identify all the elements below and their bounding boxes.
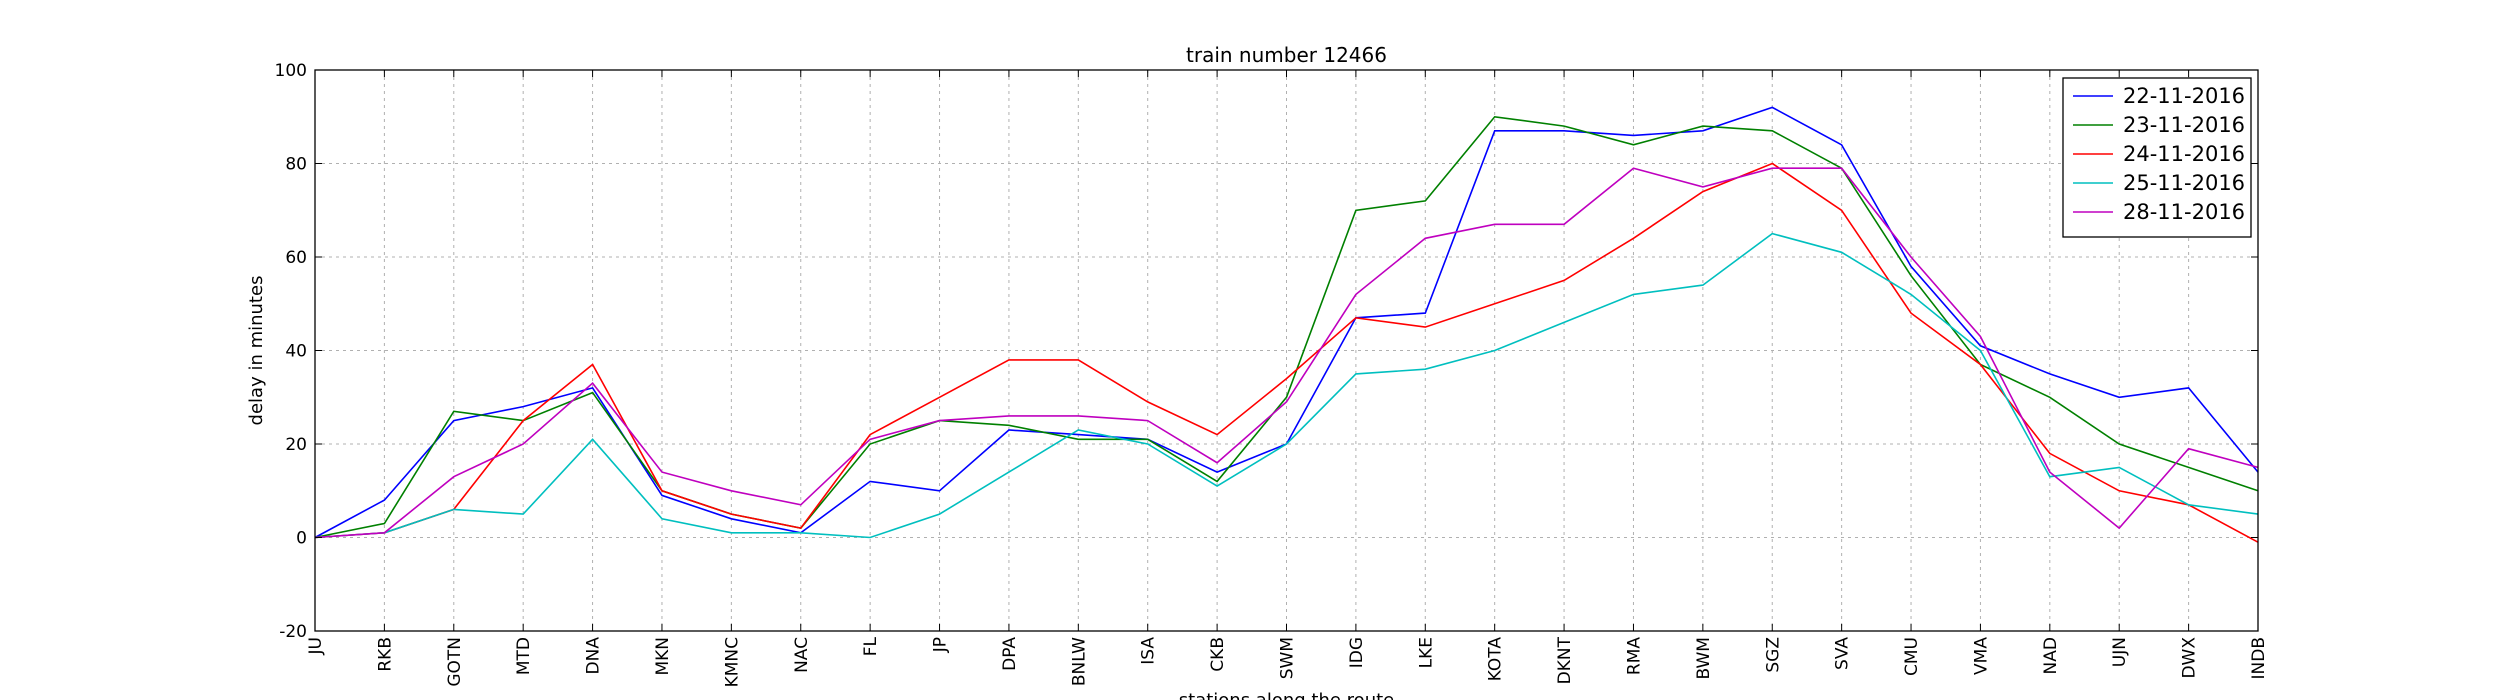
y-tick-label: 0 [296, 529, 307, 549]
legend-label: 23-11-2016 [2123, 113, 2245, 137]
legend-label: 28-11-2016 [2123, 200, 2245, 224]
x-tick-label: UJN [2110, 637, 2130, 667]
x-tick-label: RMA [1624, 637, 1644, 675]
legend-label: 22-11-2016 [2123, 84, 2245, 108]
x-tick-label: BNLW [1069, 637, 1089, 686]
legend: 22-11-2016 23-11-2016 24-11-2016 25-11-2016… [2062, 77, 2252, 238]
x-tick-label: NAD [2041, 637, 2061, 674]
y-tick-label: 20 [285, 435, 307, 455]
x-tick-label: DPA [1000, 637, 1020, 671]
series-line-28-11-2016 [314, 167, 2259, 539]
chart-title: train number 12466 [1186, 43, 1387, 67]
y-tick-label: 80 [285, 155, 307, 175]
x-tick-label: SWM [1278, 637, 1298, 679]
x-tick-label: CKB [1208, 637, 1228, 672]
x-tick-label: BWM [1694, 637, 1714, 680]
legend-box [2062, 77, 2252, 238]
x-tick-label: DWX [2180, 637, 2200, 679]
x-tick-label: DKNT [1555, 636, 1575, 684]
x-tick-label: VMA [1971, 637, 1991, 675]
x-tick-label: JP [931, 637, 951, 653]
x-tick-label: NAC [792, 637, 812, 673]
y-tick-label: 40 [285, 342, 307, 362]
legend-label: 24-11-2016 [2123, 142, 2245, 166]
y-tick-label: -20 [279, 622, 307, 642]
series-line-25-11-2016 [314, 232, 2259, 539]
x-tick-label: GOTN [445, 637, 465, 687]
grid-lines [314, 69, 2259, 632]
x-tick-label: CMU [1902, 637, 1922, 676]
series-line-24-11-2016 [314, 162, 2259, 543]
x-tick-label: MKN [653, 637, 673, 676]
y-axis-label: delay in minutes [246, 276, 267, 426]
x-tick-label: KMNC [722, 637, 742, 687]
x-tick-label: FL [861, 636, 881, 656]
x-tick-label: LKE [1416, 637, 1436, 668]
y-tick-label: 60 [285, 248, 307, 268]
x-tick-label: SGZ [1763, 637, 1783, 673]
x-axis: JU RKB GOTN MTD DNA MKN KMNC NAC FL JP DPA BNLW ISA C… [306, 70, 2269, 687]
x-tick-label: JU [306, 637, 326, 655]
x-tick-label: KOTA [1486, 637, 1506, 682]
series-line-23-11-2016 [314, 115, 2259, 539]
x-axis-label: stations along the route [1179, 690, 1394, 700]
x-tick-label: DNA [584, 637, 604, 675]
x-tick-label: SVA [1833, 637, 1853, 670]
x-tick-label: RKB [375, 637, 395, 672]
series-lines [314, 106, 2259, 543]
x-tick-label: MTD [514, 637, 534, 675]
y-tick-label: 100 [275, 61, 307, 81]
x-tick-label: ISA [1139, 637, 1159, 665]
y-axis: -20 0 20 40 60 80 100 [275, 61, 2258, 642]
x-tick-label: IDG [1347, 637, 1367, 668]
x-tick-label: INDB [2249, 637, 2269, 679]
legend-label: 25-11-2016 [2123, 171, 2245, 195]
